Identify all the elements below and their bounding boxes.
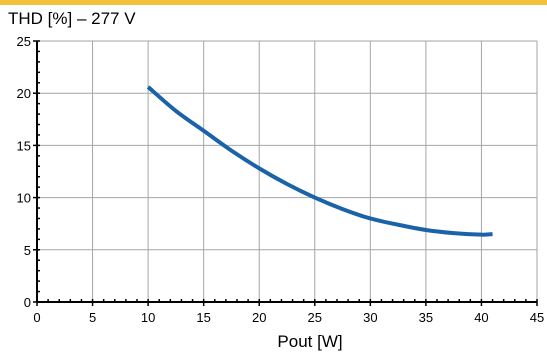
x-tick-label: 5 — [89, 310, 96, 325]
x-axis-label: Pout [W] — [277, 332, 342, 351]
series — [146, 85, 493, 237]
axes — [33, 40, 538, 306]
x-tick-label: 20 — [252, 310, 266, 325]
y-tick-label: 25 — [17, 34, 31, 49]
x-tick-label: 35 — [419, 310, 433, 325]
thd-series-line — [146, 85, 493, 237]
chart-title: THD [%] – 277 V — [8, 9, 136, 28]
x-tick-label: 15 — [196, 310, 210, 325]
x-tick-label: 40 — [474, 310, 488, 325]
grid-lines — [37, 40, 538, 302]
x-tick-label: 10 — [141, 310, 155, 325]
x-tick-label: 0 — [33, 310, 40, 325]
x-tick-label: 30 — [363, 310, 377, 325]
y-tick-label: 20 — [17, 86, 31, 101]
y-tick-label: 15 — [17, 138, 31, 153]
x-tick-label: 25 — [308, 310, 322, 325]
tick-labels: 0 5 10 15 20 25 30 35 40 45 0 5 10 15 20 25 — [17, 34, 545, 325]
x-tick-label: 45 — [530, 310, 544, 325]
top-accent-band — [0, 0, 547, 5]
y-tick-label: 10 — [17, 191, 31, 206]
y-tick-label: 5 — [24, 243, 31, 258]
y-tick-label: 0 — [24, 295, 31, 310]
